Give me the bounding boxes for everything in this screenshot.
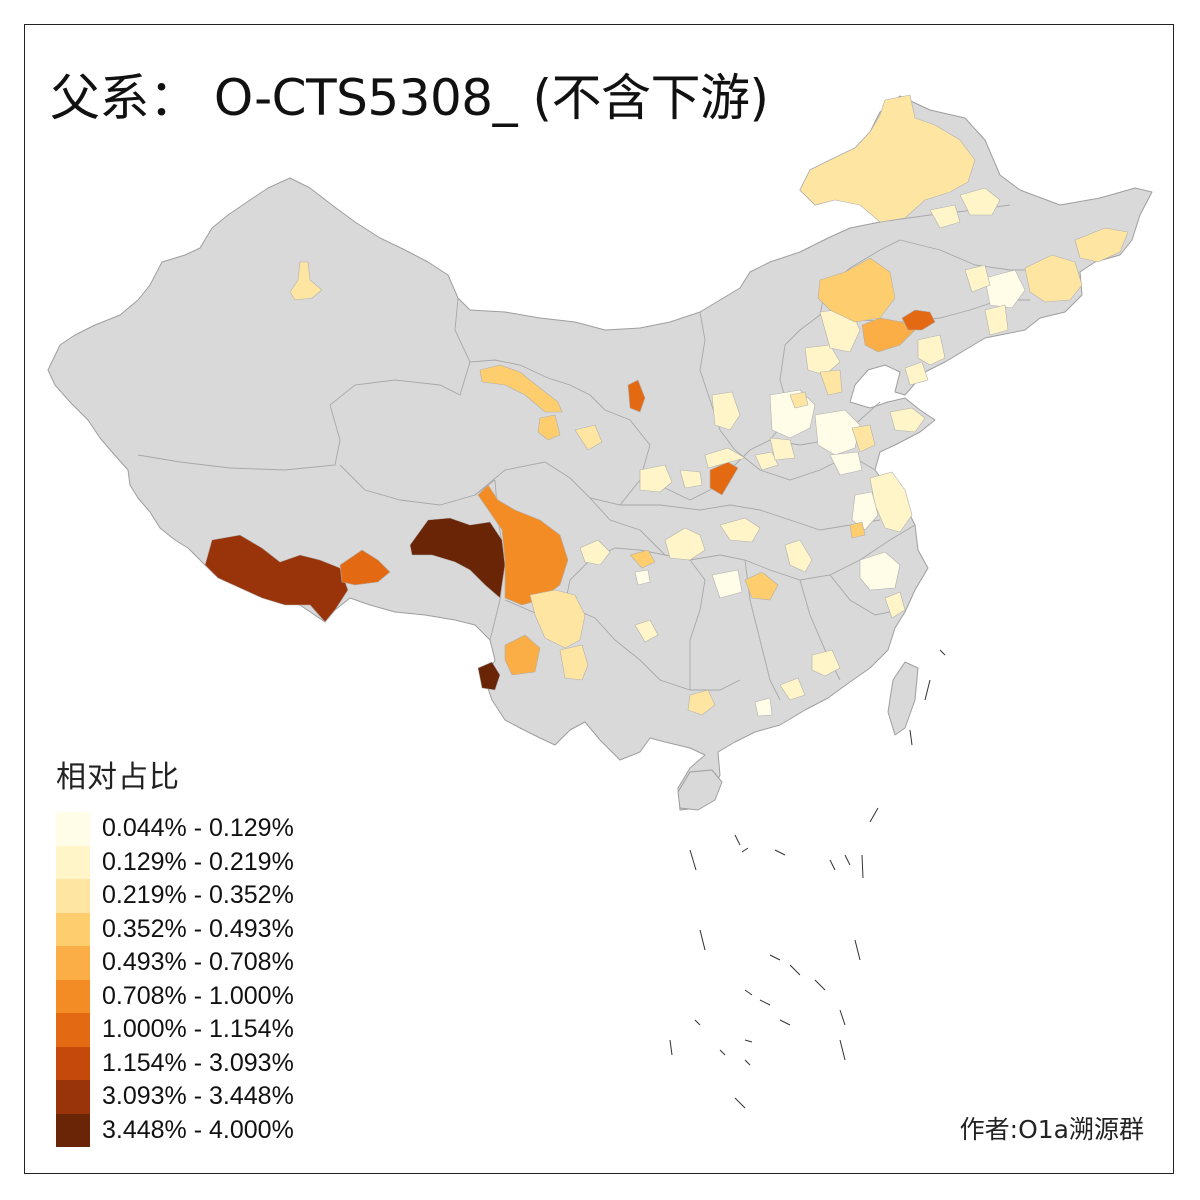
legend-swatch — [56, 1046, 90, 1080]
legend-label: 0.044% - 0.129% — [102, 814, 294, 843]
legend-row: 0.493% - 0.708% — [56, 946, 294, 980]
region-hebei-c — [789, 391, 809, 409]
region-shaanxi-a — [639, 464, 673, 493]
legend-label: 0.129% - 0.219% — [102, 847, 294, 876]
region-heilongjiang-d — [929, 204, 961, 229]
legend-row: 1.000% - 1.154% — [56, 1013, 294, 1047]
region-jilin-c — [984, 304, 1009, 336]
legend-swatch — [56, 946, 90, 980]
legend-row: 0.044% - 0.129% — [56, 812, 294, 846]
region-guangdong-b — [811, 649, 841, 677]
region-sichuan-east — [579, 539, 611, 566]
legend-row: 0.708% - 1.000% — [56, 979, 294, 1013]
legend-row: 1.154% - 3.093% — [56, 1046, 294, 1080]
region-heilongjiang-c — [959, 187, 1001, 216]
legend-row: 3.448% - 4.000% — [56, 1113, 294, 1147]
region-qamdo — [409, 517, 506, 599]
legend-swatch — [56, 1113, 90, 1147]
region-anhui-a — [851, 491, 879, 531]
region-guangxi-a — [687, 689, 716, 716]
legend-label: 3.448% - 4.000% — [102, 1115, 294, 1144]
region-liaoning-a — [917, 334, 946, 366]
legend-row: 0.352% - 0.493% — [56, 912, 294, 946]
legend-items: 0.044% - 0.129% 0.129% - 0.219% 0.219% - 0… — [56, 812, 294, 1147]
region-dali — [504, 634, 541, 676]
region-hubei-b — [784, 539, 813, 573]
region-chongqing — [664, 527, 706, 561]
legend-swatch — [56, 845, 90, 879]
region-gansu-a — [479, 364, 563, 413]
legend-swatch — [56, 1013, 90, 1047]
legend-label: 0.352% - 0.493% — [102, 914, 294, 943]
legend-row: 3.093% - 3.448% — [56, 1080, 294, 1114]
region-shandong-c — [889, 407, 926, 433]
author-credit: 作者:O1a溯源群 — [959, 1115, 1144, 1144]
map-title: 父系： O-CTS5308_ (不含下游) — [50, 69, 769, 127]
region-hulunbuir — [799, 94, 976, 223]
region-heilongjiang-a — [1024, 254, 1083, 303]
region-shigatse — [204, 534, 349, 623]
south-sea-islands — [669, 649, 946, 1109]
region-jilin-a — [984, 269, 1026, 309]
legend-swatch — [56, 812, 90, 846]
region-fujian — [884, 591, 906, 619]
region-beijing-a — [804, 344, 841, 376]
legend-label: 1.000% - 1.154% — [102, 1015, 294, 1044]
region-lhasa — [339, 549, 391, 586]
region-gansu-c — [574, 424, 603, 451]
legend: 相对占比 0.044% - 0.129% 0.129% - 0.219% 0.219… — [56, 752, 294, 1147]
legend-label: 0.219% - 0.352% — [102, 881, 294, 910]
region-changsha — [744, 571, 779, 601]
region-guizhou-a — [634, 619, 659, 643]
legend-label: 3.093% - 3.448% — [102, 1082, 294, 1111]
legend-swatch — [56, 979, 90, 1013]
data-regions — [204, 94, 1129, 717]
region-shandong-d — [829, 451, 863, 476]
region-gansu-b — [537, 414, 561, 441]
region-shandong-b — [851, 424, 876, 453]
region-guangdong-c — [754, 697, 773, 717]
legend-swatch — [56, 1080, 90, 1114]
region-fuxin — [901, 309, 936, 331]
region-shaanxi-b — [679, 469, 703, 489]
region-guangdong-a — [779, 677, 806, 701]
legend-swatch — [56, 912, 90, 946]
region-liaoning-b — [904, 361, 929, 386]
taiwan-island — [887, 661, 919, 736]
region-hebei-b — [769, 437, 796, 461]
region-hubei-a — [719, 517, 761, 543]
region-shanxi-a — [711, 391, 741, 431]
region-henan-b — [754, 451, 779, 471]
region-sichuan-c — [634, 569, 651, 586]
region-anhui-b — [849, 521, 866, 539]
legend-label: 0.708% - 1.000% — [102, 981, 294, 1010]
legend-label: 0.493% - 0.708% — [102, 948, 294, 977]
region-sichuan-b — [629, 549, 656, 569]
region-chifeng — [817, 257, 896, 323]
region-henan-a — [704, 447, 746, 469]
region-panzhihua — [529, 589, 586, 649]
legend-swatch — [56, 879, 90, 913]
legend-label: 1.154% - 3.093% — [102, 1048, 294, 1077]
region-heilongjiang-b — [1074, 227, 1129, 263]
region-shandong-a — [814, 409, 861, 456]
region-chaoyang — [861, 317, 916, 353]
legend-row: 0.219% - 0.352% — [56, 879, 294, 913]
region-dehong — [477, 661, 501, 691]
region-xinjiang-urumqi — [289, 261, 323, 301]
legend-title: 相对占比 — [56, 760, 180, 795]
region-chuxiong — [559, 644, 589, 681]
region-beijing-b — [819, 369, 843, 396]
region-jilin-b — [964, 264, 991, 293]
hainan-island — [677, 769, 723, 811]
region-garze — [477, 484, 569, 606]
region-hunan-b — [711, 569, 743, 599]
region-jiangxi — [859, 551, 901, 591]
region-ningxia — [627, 379, 646, 413]
legend-row: 0.129% - 0.219% — [56, 845, 294, 879]
